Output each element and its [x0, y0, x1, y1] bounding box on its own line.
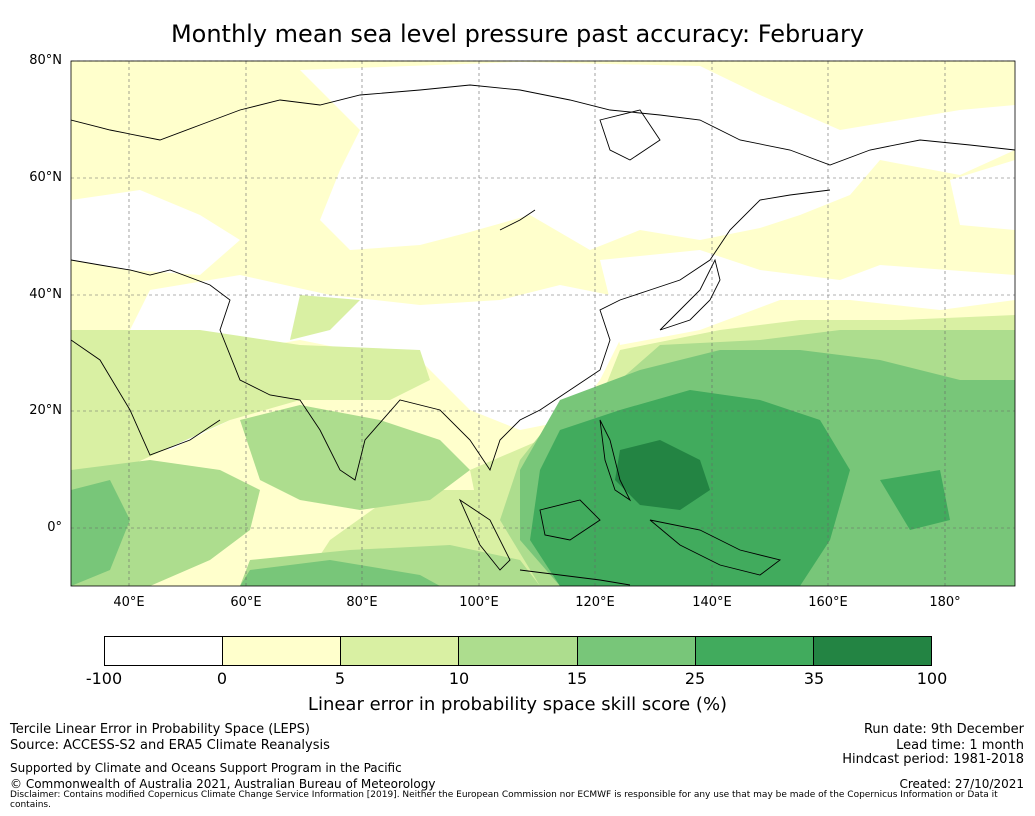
- colorbar-tick: 35: [803, 669, 825, 688]
- method-text: Tercile Linear Error in Probability Spac…: [10, 722, 310, 737]
- map-title: Monthly mean sea level pressure past acc…: [170, 20, 865, 48]
- lon-label: 80°E: [346, 595, 378, 610]
- lat-label: 0°: [47, 520, 62, 535]
- run-date: Run date: 9th December: [863, 722, 1024, 737]
- colorbar-segment: [459, 637, 578, 665]
- lon-label: 140°E: [692, 595, 732, 610]
- lon-label: 60°E: [230, 595, 262, 610]
- colorbar-tick: -100: [85, 669, 123, 688]
- colorbar-tick: 15: [566, 669, 588, 688]
- lon-label: 180°: [929, 595, 961, 610]
- colorbar-tick: 0: [216, 669, 228, 688]
- colorbar-label: Linear error in probability space skill …: [307, 694, 728, 715]
- colorbar: [104, 636, 932, 666]
- skill-score-map[interactable]: [0, 0, 1035, 600]
- colorbar-tick: 25: [684, 669, 706, 688]
- colorbar-segment: [105, 637, 224, 665]
- colorbar-segment: [695, 637, 814, 665]
- lon-label: 160°E: [808, 595, 848, 610]
- skill-shading: [71, 61, 1015, 586]
- colorbar-tick: 5: [334, 669, 346, 688]
- source-text: Source: ACCESS-S2 and ERA5 Climate Reana…: [10, 738, 330, 753]
- colorbar-tick: 10: [448, 669, 470, 688]
- hindcast-period: Hindcast period: 1981-2018: [842, 752, 1024, 767]
- copyright-text: © Commonwealth of Australia 2021, Austra…: [10, 777, 436, 791]
- lat-label: 20°N: [29, 403, 62, 418]
- created-date: Created: 27/10/2021: [899, 777, 1024, 791]
- colorbar-tick: 100: [916, 669, 948, 688]
- colorbar-segment: [577, 637, 696, 665]
- colorbar-segment: [223, 637, 342, 665]
- lead-time: Lead time: 1 month: [896, 738, 1024, 753]
- lon-label: 120°E: [575, 595, 615, 610]
- lat-label: 40°N: [29, 287, 62, 302]
- lon-label: 100°E: [459, 595, 499, 610]
- support-text: Supported by Climate and Oceans Support …: [10, 761, 402, 775]
- colorbar-segment: [341, 637, 460, 665]
- lon-label: 40°E: [113, 595, 145, 610]
- lat-label: 60°N: [29, 170, 62, 185]
- lat-label: 80°N: [29, 53, 62, 68]
- disclaimer: Disclaimer: Contains modified Copernicus…: [10, 790, 998, 810]
- coastlines: [71, 84, 1015, 586]
- colorbar-segment: [813, 637, 931, 665]
